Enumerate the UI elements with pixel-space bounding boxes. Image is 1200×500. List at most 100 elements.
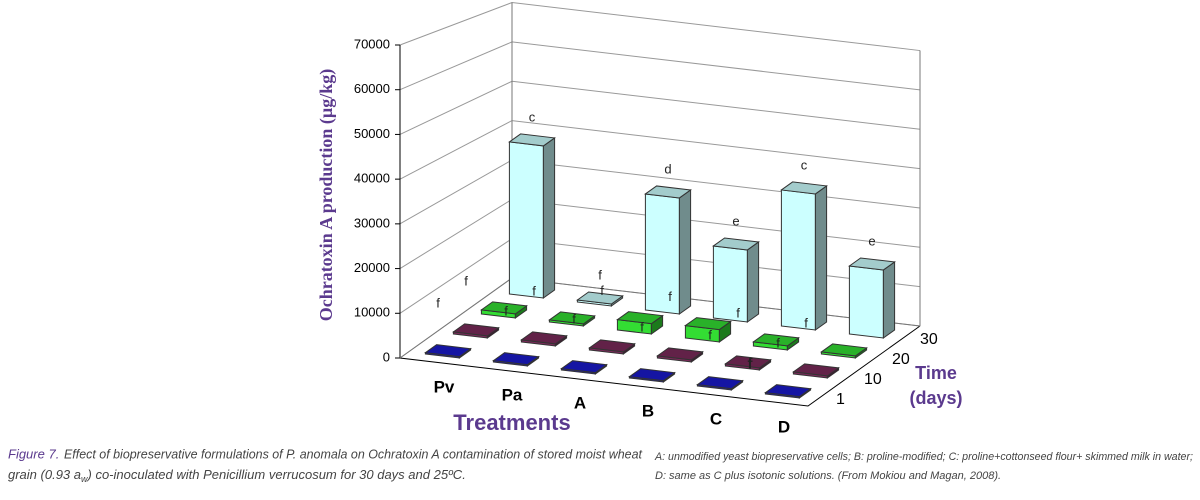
- bar: [628, 368, 676, 383]
- bar: [576, 291, 624, 307]
- significance-letter: f: [804, 315, 808, 330]
- significance-letter: f: [572, 311, 576, 326]
- bar-top: [424, 344, 472, 358]
- significance-letter: c: [529, 109, 536, 124]
- bar-top: [724, 355, 772, 369]
- y-tick-label: 50000: [354, 126, 390, 141]
- bar: [520, 331, 568, 347]
- bar: [820, 343, 868, 359]
- z-tick-label: 30: [920, 331, 938, 348]
- bar: [712, 237, 760, 323]
- z-tick-label: 1: [836, 391, 845, 408]
- y-tick-label: 0: [383, 349, 390, 364]
- significance-letter: f: [776, 335, 780, 350]
- x-tick-label: D: [778, 417, 790, 436]
- bar-side: [746, 240, 760, 323]
- bar-top: [656, 347, 704, 361]
- bar: [792, 363, 840, 379]
- bar-top: [792, 363, 840, 377]
- plot-area: 0 10000 20000 30000 40000 50000 60000 70000 Pv Pa…: [354, 2, 938, 436]
- significance-letter: f: [668, 289, 672, 304]
- bar-front: [644, 193, 680, 315]
- bar-top: [492, 352, 540, 366]
- bar-top: [780, 181, 828, 195]
- bar-top: [520, 331, 568, 345]
- x-tick-label: Pv: [434, 377, 455, 396]
- significance-letter: f: [436, 295, 440, 310]
- significance-letter: f: [640, 319, 644, 334]
- significance-letter: d: [664, 161, 671, 176]
- bar: [588, 339, 636, 355]
- significance-letter: f: [532, 283, 536, 298]
- bar-top: [616, 311, 664, 325]
- bar: [724, 355, 772, 371]
- bar-top: [548, 311, 596, 325]
- y-tick-label: 30000: [354, 215, 390, 230]
- x-tick-label: B: [642, 401, 654, 420]
- y-tick-label: 10000: [354, 305, 390, 320]
- z-tick-label: 20: [892, 351, 910, 368]
- significance-letter: e: [868, 233, 875, 248]
- bar-top: [644, 185, 692, 199]
- caption-text: Effect of biopreservative formulations o…: [64, 446, 643, 461]
- bar-top: [712, 237, 760, 251]
- significance-letter: e: [732, 213, 739, 228]
- x-tick-label: C: [710, 409, 722, 428]
- bar: [508, 133, 556, 299]
- bar-top: [560, 360, 608, 374]
- caption-part: grain (0.93 a: [8, 467, 81, 482]
- bar-top: [684, 317, 732, 331]
- caption-part: ) co-inoculated with Penicillium verruco…: [86, 467, 466, 482]
- significance-letter: f: [736, 305, 740, 320]
- significance-letter: f: [598, 267, 602, 282]
- bar: [616, 311, 664, 335]
- bar-side: [814, 184, 828, 331]
- z-axis-title: Time: [915, 363, 957, 383]
- z-axis-title: (days): [909, 388, 962, 408]
- z-tick-label: 10: [864, 371, 882, 388]
- footnote: D: same as C plus isotonic solutions. (F…: [655, 470, 1001, 482]
- y-tick-label: 60000: [354, 81, 390, 96]
- x-axis-title: Treatments: [453, 410, 570, 435]
- bar: [752, 333, 800, 351]
- y-tick-label: 20000: [354, 260, 390, 275]
- bar-side: [678, 188, 692, 315]
- bar: [548, 311, 596, 327]
- bar-top: [752, 333, 800, 347]
- caption-subscript: w: [81, 474, 88, 484]
- bar: [780, 181, 828, 331]
- bar-front: [780, 189, 816, 331]
- bar: [848, 257, 896, 339]
- significance-letter: f: [504, 303, 508, 318]
- bar: [424, 344, 472, 359]
- bar-side: [882, 260, 896, 339]
- caption-text: grain (0.93 aw) co-inoculated with Penic…: [8, 467, 466, 484]
- bar-top: [576, 291, 624, 305]
- y-tick-label: 70000: [354, 36, 390, 51]
- bar: [492, 352, 540, 367]
- bar-top: [628, 368, 676, 382]
- bar-top: [452, 323, 500, 337]
- y-tick-label: 40000: [354, 171, 390, 186]
- frame: [399, 45, 921, 407]
- bar-top: [820, 343, 868, 357]
- bar-front: [712, 245, 748, 323]
- significance-letter: f: [464, 273, 468, 288]
- significance-letter: c: [801, 157, 808, 172]
- significance-letter: f: [600, 283, 604, 298]
- bar-top: [764, 384, 812, 398]
- bar-top: [588, 339, 636, 353]
- bar: [480, 301, 528, 319]
- caption-label: Figure 7.: [8, 446, 59, 461]
- y-axis-title: Ochratoxin A production (µg/kg): [316, 69, 337, 322]
- bar: [560, 360, 608, 375]
- bar-top: [508, 133, 556, 147]
- bar: [696, 376, 744, 391]
- x-tick-label: Pa: [502, 385, 523, 404]
- bar-side: [542, 136, 556, 299]
- bar-front: [508, 141, 544, 299]
- footnote: A: unmodified yeast biopreservative cell…: [654, 451, 1193, 463]
- bar: [764, 384, 812, 399]
